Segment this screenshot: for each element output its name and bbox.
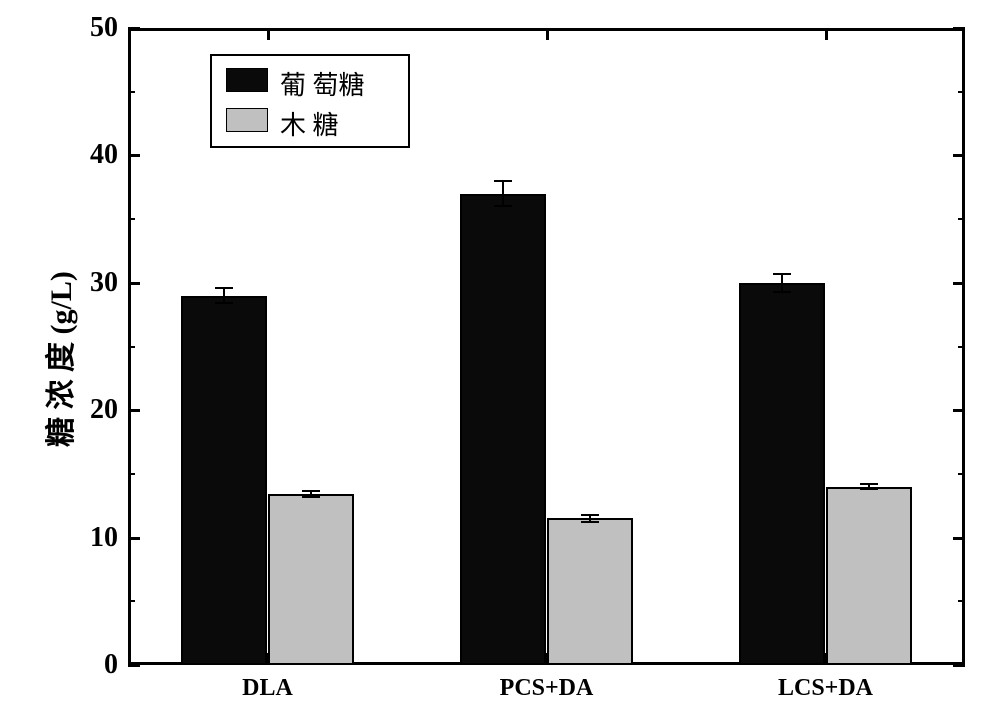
errorbar-cap-top bbox=[302, 490, 320, 492]
bar-木糖 bbox=[547, 518, 633, 665]
y-tick-minor-right bbox=[958, 346, 965, 348]
legend-box: 葡 萄糖木 糖 bbox=[210, 54, 410, 148]
y-tick-major-right bbox=[953, 664, 965, 667]
errorbar-stem bbox=[781, 274, 783, 292]
y-tick-major-right bbox=[953, 409, 965, 412]
x-tick-top bbox=[546, 28, 549, 40]
bar-葡萄糖 bbox=[181, 296, 267, 665]
errorbar-cap-bot bbox=[302, 496, 320, 498]
errorbar-cap-bot bbox=[581, 521, 599, 523]
y-tick-label: 20 bbox=[70, 394, 118, 426]
x-tick-label: DLA bbox=[188, 675, 348, 702]
y-tick-major bbox=[128, 537, 140, 540]
errorbar-cap-bot bbox=[773, 291, 791, 293]
y-tick-minor bbox=[128, 91, 135, 93]
errorbar-cap-top bbox=[494, 180, 512, 182]
y-tick-label: 30 bbox=[70, 267, 118, 299]
bar-葡萄糖 bbox=[460, 194, 546, 665]
y-tick-major-right bbox=[953, 27, 965, 30]
y-tick-label: 10 bbox=[70, 522, 118, 554]
chart-container: 糖 浓 度 (g/L) 01020304050DLAPCS+DALCS+DA 葡… bbox=[0, 0, 1000, 728]
y-tick-minor bbox=[128, 218, 135, 220]
legend-swatch bbox=[226, 68, 268, 92]
x-tick-label: LCS+DA bbox=[746, 675, 906, 702]
y-tick-major bbox=[128, 409, 140, 412]
errorbar-cap-top bbox=[215, 287, 233, 289]
errorbar-cap-bot bbox=[215, 302, 233, 304]
x-tick-top bbox=[267, 28, 270, 40]
legend-label: 木 糖 bbox=[280, 105, 339, 142]
y-tick-major-right bbox=[953, 154, 965, 157]
errorbar-cap-top bbox=[860, 483, 878, 485]
errorbar-cap-bot bbox=[860, 488, 878, 490]
y-tick-minor bbox=[128, 600, 135, 602]
y-tick-label: 50 bbox=[70, 12, 118, 44]
y-tick-minor-right bbox=[958, 473, 965, 475]
errorbar-cap-bot bbox=[494, 205, 512, 207]
legend-label: 葡 萄糖 bbox=[280, 65, 365, 102]
y-tick-label: 40 bbox=[70, 139, 118, 171]
y-tick-major bbox=[128, 282, 140, 285]
errorbar-stem bbox=[223, 288, 225, 303]
y-tick-minor-right bbox=[958, 218, 965, 220]
bar-葡萄糖 bbox=[739, 283, 825, 665]
y-tick-minor-right bbox=[958, 600, 965, 602]
legend-swatch bbox=[226, 108, 268, 132]
x-tick-label: PCS+DA bbox=[467, 675, 627, 702]
y-tick-minor bbox=[128, 473, 135, 475]
y-tick-minor-right bbox=[958, 91, 965, 93]
y-tick-major bbox=[128, 154, 140, 157]
y-tick-major bbox=[128, 27, 140, 30]
y-tick-label: 0 bbox=[70, 649, 118, 681]
bar-木糖 bbox=[268, 494, 354, 665]
y-tick-major-right bbox=[953, 537, 965, 540]
y-tick-major-right bbox=[953, 282, 965, 285]
y-tick-minor bbox=[128, 346, 135, 348]
y-tick-major bbox=[128, 664, 140, 667]
errorbar-cap-top bbox=[581, 514, 599, 516]
errorbar-cap-top bbox=[773, 273, 791, 275]
errorbar-stem bbox=[502, 181, 504, 206]
bar-木糖 bbox=[826, 487, 912, 665]
x-tick-top bbox=[825, 28, 828, 40]
